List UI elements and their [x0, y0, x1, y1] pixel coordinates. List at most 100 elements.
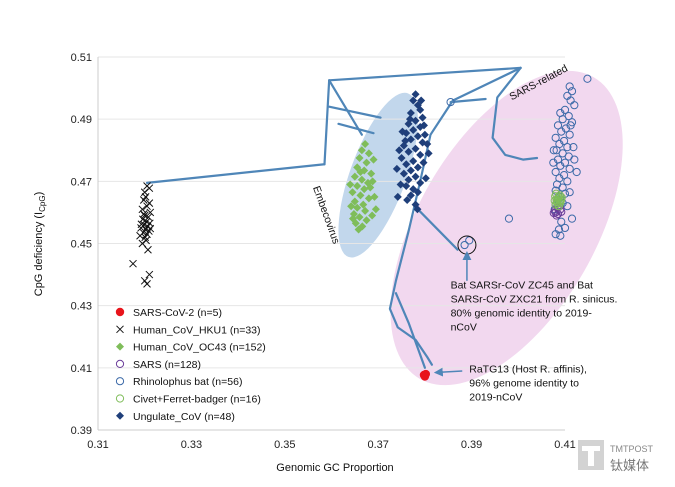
point-human-cov-oc43-n-152: [364, 149, 373, 158]
point-rhinolophus-bat-n-56: [551, 167, 560, 177]
point-ungulate-cov-n-48: [393, 192, 402, 201]
point-rhinolophus-bat-n-56: [557, 127, 566, 136]
points-layer: [129, 74, 592, 381]
embecovirus-label: Embecovirus: [310, 184, 342, 245]
point-ungulate-cov-n-48: [411, 116, 420, 125]
legend-label-civet-ferret-badger-n-16: Civet+Ferret-badger (n=16): [133, 394, 261, 406]
point-human-cov-oc43-n-152: [347, 202, 356, 211]
point-human-cov-hku1-n-33: [146, 224, 155, 233]
point-human-cov-hku1-n-33: [136, 231, 144, 240]
point-ungulate-cov-n-48: [419, 158, 428, 167]
point-ungulate-cov-n-48: [416, 178, 425, 187]
x-axis-title: Genomic GC Proportion: [276, 462, 393, 474]
point-human-cov-hku1-n-33-stroke: [138, 205, 147, 214]
legend-marker-sars-n-128: [115, 359, 125, 368]
point-rhinolophus-bat-n-56: [446, 97, 455, 107]
tree-branch: [337, 122, 375, 135]
point-human-cov-hku1-n-33-stroke: [136, 231, 144, 240]
point-ungulate-cov-n-48: [401, 136, 410, 145]
point-ungulate-cov-n-48: [419, 121, 428, 130]
point-rhinolophus-bat-n-56: [565, 130, 574, 139]
point-human-cov-hku1-n-33: [140, 276, 149, 285]
point-ungulate-cov-n-48: [403, 195, 412, 204]
point-human-cov-oc43-n-152: [350, 172, 359, 181]
point-rhinolophus-bat-n-56: [566, 121, 575, 130]
point-ungulate-cov-n-48: [397, 154, 406, 163]
point-human-cov-hku1-n-33: [138, 205, 147, 214]
point-human-cov-oc43-n-152: [368, 211, 377, 220]
point-civet-ferret-badger-n-16: [556, 196, 565, 206]
point-rhinolophus-bat-n-56: [567, 214, 577, 223]
point-human-cov-oc43-n-152: [348, 188, 357, 197]
point-human-cov-hku1-n-33-stroke: [140, 276, 149, 285]
ratg13-label-line: RaTG13 (Host R. affinis),: [469, 363, 587, 375]
point-rhinolophus-bat-n-56: [572, 167, 581, 177]
point-civet-ferret-badger-n-16: [551, 192, 560, 201]
point-human-cov-hku1-n-33-stroke: [129, 259, 137, 268]
legend-label-ungulate-cov-n-48: Ungulate_CoV (n=48): [133, 411, 235, 423]
point-ungulate-cov-n-48: [411, 144, 420, 153]
point-human-cov-oc43-n-152: [357, 175, 366, 184]
point-human-cov-hku1-n-33: [140, 188, 149, 197]
point-ungulate-cov-n-48: [396, 180, 405, 189]
point-ungulate-cov-n-48: [416, 105, 425, 114]
point-ungulate-cov-n-48: [420, 130, 429, 139]
point-human-cov-oc43-n-152: [346, 180, 355, 189]
legend-label-rhinolophus-bat-n-56: Rhinolophus bat (n=56): [133, 376, 242, 388]
point-human-cov-oc43-n-152: [350, 197, 359, 206]
y-tick-label: 0.45: [71, 239, 92, 251]
point-human-cov-hku1-n-33-stroke: [139, 210, 148, 218]
point-rhinolophus-bat-n-56: [553, 121, 563, 130]
point-human-cov-oc43-n-152: [353, 181, 362, 190]
point-human-cov-oc43-n-152: [360, 185, 369, 194]
x-tick-label: 0.31: [87, 439, 108, 451]
point-rhinolophus-bat-n-56: [565, 82, 574, 91]
point-human-cov-hku1-n-33-stroke: [143, 280, 151, 288]
point-rhinolophus-bat-n-56: [460, 240, 469, 250]
bat-sarsr-label-line: Bat SARSr-CoV ZC45 and Bat: [451, 280, 593, 292]
point-ungulate-cov-n-48: [411, 172, 420, 181]
tree-branch: [388, 66, 522, 366]
point-ungulate-cov-n-48: [404, 175, 413, 184]
ratg13-label-line: 2019-nCoV: [469, 391, 522, 403]
point-human-cov-oc43-n-152: [356, 168, 365, 177]
point-ungulate-cov-n-48: [409, 126, 418, 135]
point-human-cov-hku1-n-33-stroke: [146, 208, 155, 217]
watermark: TMTPOST 钛媒体: [578, 440, 653, 474]
point-ungulate-cov-n-48: [409, 157, 418, 166]
point-ungulate-cov-n-48: [406, 135, 415, 144]
bat-sarsr-label: Bat SARSr-CoV ZC45 and Bat SARSr-CoV ZXC2…: [451, 280, 618, 334]
tree-branch: [328, 105, 382, 119]
point-human-cov-hku1-n-33-stroke: [144, 213, 153, 221]
point-human-cov-hku1-n-33: [138, 239, 147, 248]
x-tick-label: 0.41: [554, 439, 575, 451]
legend-label-human-cov-hku1-n-33: Human_CoV_HKU1 (n=33): [133, 324, 261, 336]
point-rhinolophus-bat-n-56: [583, 74, 592, 83]
ratg13-arrow: [433, 367, 463, 377]
bat-sarsr-label-line: nCoV: [451, 322, 477, 334]
legend-marker-human-cov-hku1-n-33-stroke: [116, 325, 124, 334]
point-human-cov-hku1-n-33: [146, 208, 155, 217]
point-human-cov-oc43-n-152: [368, 177, 377, 186]
tree-branch: [323, 79, 331, 166]
point-human-cov-hku1-n-33-stroke: [145, 199, 154, 207]
point-human-cov-hku1-n-33-stroke: [138, 239, 147, 248]
point-ungulate-cov-n-48: [406, 108, 415, 117]
point-rhinolophus-bat-n-56: [563, 177, 572, 186]
point-ungulate-cov-n-48: [402, 181, 411, 190]
point-human-cov-hku1-n-33-stroke: [144, 245, 152, 254]
point-ungulate-cov-n-48: [409, 96, 418, 105]
point-rhinolophus-bat-n-56: [565, 188, 574, 197]
point-ungulate-cov-n-48: [424, 149, 433, 158]
point-human-cov-oc43-n-152: [355, 213, 364, 222]
point-human-cov-oc43-n-152: [359, 200, 368, 209]
watermark-brand-cn: 钛媒体: [610, 459, 649, 474]
point-human-cov-hku1-n-33: [145, 199, 154, 207]
tree-layer: [145, 66, 539, 369]
bat-sarsr-label-line: SARSr-CoV ZXC21 from R. sinicus.: [451, 294, 618, 306]
watermark-brand-en: TMTPOST: [610, 444, 653, 454]
tree-branch: [449, 97, 487, 104]
tree-branch: [145, 163, 326, 184]
point-human-cov-oc43-n-152: [369, 155, 378, 164]
tree-branch: [328, 79, 363, 136]
